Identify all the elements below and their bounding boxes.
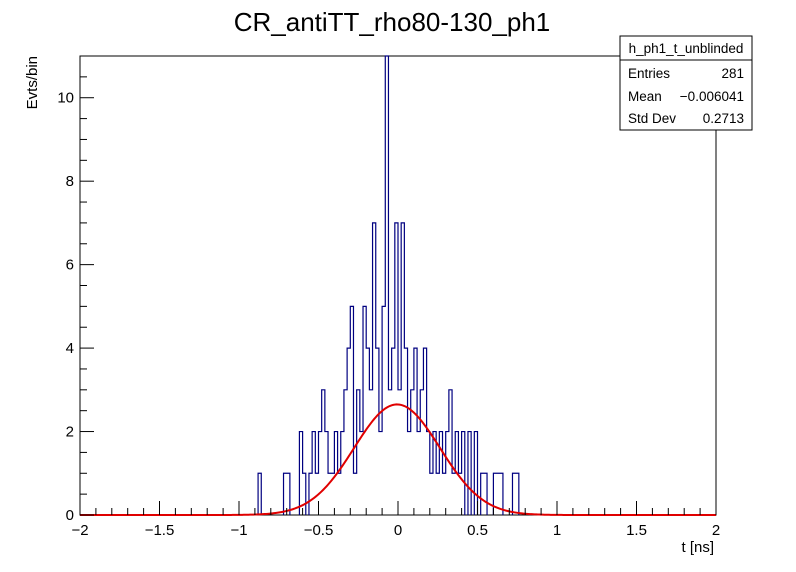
stats-stddev-label: Std Dev xyxy=(628,111,676,126)
stats-box: h_ph1_t_unblinded Entries 281 Mean −0.00… xyxy=(619,35,753,131)
histogram-bar xyxy=(452,473,455,515)
axes: −2 −1.5 −1 −0.5 0 0.5 1 1.5 2 0 2 4 6 8 10 xyxy=(57,55,720,539)
x-tick-label: 0.5 xyxy=(467,522,488,539)
histogram-bar xyxy=(369,390,372,515)
x-tick-label: 0 xyxy=(394,522,402,539)
stats-box-title: h_ph1_t_unblinded xyxy=(629,41,744,56)
histogram-bar xyxy=(328,473,331,515)
stats-entries-label: Entries xyxy=(628,66,670,81)
y-tick-label: 6 xyxy=(66,257,74,274)
stats-stddev-value: 0.2713 xyxy=(703,111,744,126)
stats-mean-value: −0.006041 xyxy=(680,89,744,104)
histogram-bar xyxy=(388,390,391,515)
y-tick-label: 10 xyxy=(57,90,74,107)
histogram-bar xyxy=(408,432,411,515)
x-tick-label: 1 xyxy=(553,522,561,539)
stats-box-frame xyxy=(619,35,753,131)
x-tick-label: −1.5 xyxy=(145,522,175,539)
y-tick-label: 2 xyxy=(66,424,74,441)
histogram-bar xyxy=(360,432,363,515)
y-tick-label: 0 xyxy=(66,507,74,524)
histogram-bar xyxy=(353,473,356,515)
y-tick-label: 4 xyxy=(66,340,74,357)
gaussian-fit-curve xyxy=(80,403,716,516)
y-axis-label: Evts/bin xyxy=(24,56,41,109)
histogram-outline xyxy=(257,55,520,515)
histogram-bar xyxy=(398,390,401,515)
histogram-bar xyxy=(417,432,420,515)
histogram-bar xyxy=(436,473,439,515)
x-tick-label: −2 xyxy=(71,522,88,539)
x-tick-label: 2 xyxy=(712,522,720,539)
histogram-bar xyxy=(338,473,341,515)
y-tick-label: 8 xyxy=(66,173,74,190)
x-axis-label: t [ns] xyxy=(681,539,714,556)
chart-title: CR_antiTT_rho80-130_ph1 xyxy=(234,7,551,37)
histogram-bar xyxy=(379,432,382,515)
stats-entries-value: 281 xyxy=(721,66,744,81)
histogram-bars xyxy=(257,55,520,515)
x-tick-label: 1.5 xyxy=(626,522,647,539)
x-tick-label: −0.5 xyxy=(304,522,334,539)
x-tick-label: −1 xyxy=(230,522,247,539)
stats-mean-label: Mean xyxy=(628,89,662,104)
